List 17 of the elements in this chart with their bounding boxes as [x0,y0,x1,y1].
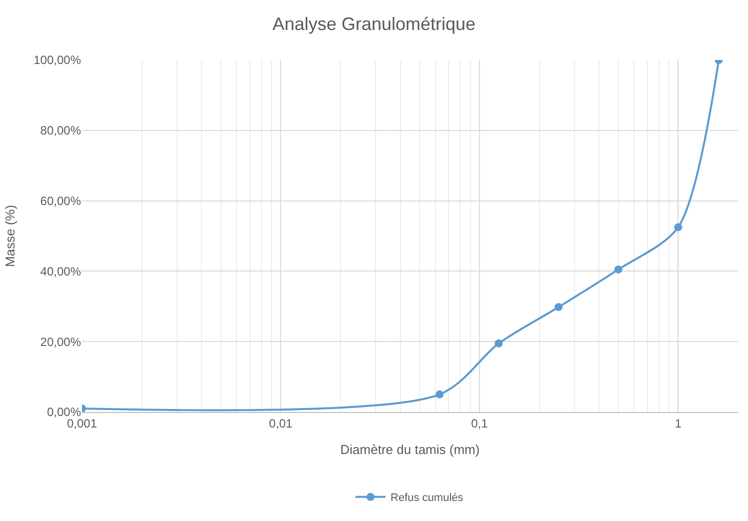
y-tick-label: 80,00% [40,124,82,138]
y-tick-label: 100,00% [34,53,82,68]
x-tick-label: 1 [674,416,682,430]
point [674,223,682,232]
y-tick-label: 40,00% [40,264,82,278]
y-tick-label: 60,00% [40,194,82,208]
point [494,339,503,348]
x-tick-label: 0,1 [471,416,488,430]
y-axis-title: Masse (%) [2,204,18,268]
point [554,303,563,312]
y-tick-label: 20,00% [40,334,82,349]
point [436,390,444,398]
chart-title: Analyse Granulométrique [272,14,476,34]
legend-label: Refus cumulés [390,492,464,504]
x-axis-title: Diamètre du tamis (mm) [340,442,480,457]
point [614,265,622,274]
x-tick-label: 0,01 [269,416,293,430]
